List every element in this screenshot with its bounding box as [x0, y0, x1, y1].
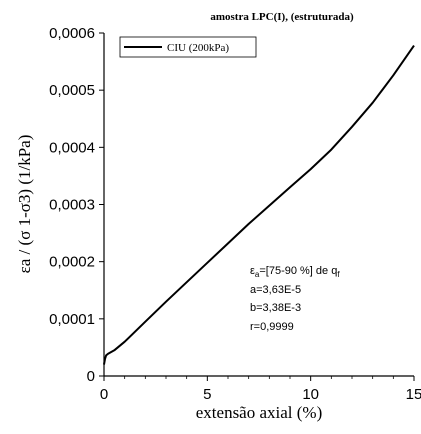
x-axis-label: extensão axial (%) — [196, 403, 323, 422]
annotation-line-3: b=3,38E-3 — [250, 302, 301, 314]
y-tick-label: 0,0003 — [49, 197, 95, 214]
series-line — [103, 45, 415, 365]
legend: CIU (200kPa) — [119, 36, 257, 58]
y-tick-label: 0,0006 — [49, 25, 95, 42]
y-tick-label: 0 — [87, 368, 95, 385]
ticks: 0 5 10 15 0 0,0001 0,0002 0,0003 0,0004 0,0005 0,0… — [49, 25, 421, 403]
annotation-line-2: a=3,63E-5 — [250, 284, 301, 296]
x-tick-label: 10 — [302, 386, 319, 403]
y-tick-label: 0,0002 — [49, 254, 95, 271]
annotation-line-4: r=0,9999 — [250, 321, 294, 333]
annotation-line-1: εa=[75-90 %] de qf — [250, 265, 340, 279]
x-tick-label: 15 — [406, 386, 421, 403]
fit-annotation: εa=[75-90 %] de qf a=3,63E-5 b=3,38E-3 r… — [250, 265, 340, 333]
legend-label: CIU (200kPa) — [167, 42, 229, 54]
series — [103, 45, 415, 365]
y-tick-label: 0,0001 — [49, 311, 95, 328]
x-tick-label: 0 — [100, 386, 108, 403]
x-tick-label: 5 — [203, 386, 211, 403]
y-tick-label: 0,0004 — [49, 139, 95, 156]
chart-title: amostra LPC(I), (estruturada) — [210, 11, 354, 23]
y-axis-label: εa / (σ 1-σ3) (1/kPa) — [15, 135, 34, 274]
y-tick-label: 0,0005 — [49, 82, 95, 99]
legend-box — [119, 36, 257, 58]
